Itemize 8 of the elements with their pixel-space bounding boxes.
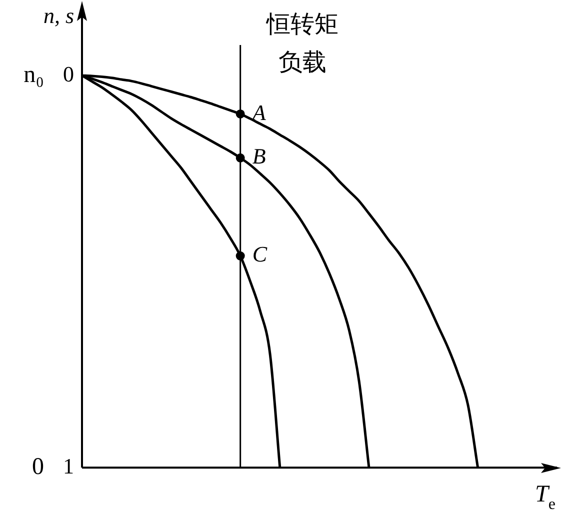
data-label: A — [250, 100, 266, 125]
data-label: C — [252, 242, 268, 267]
data-label: B — [252, 144, 266, 169]
text: 0 — [32, 454, 44, 480]
text: n₀ — [24, 62, 44, 88]
text: 恒转矩负载 — [266, 12, 338, 76]
y-axis-title: n, s — [43, 3, 74, 28]
y-tick-label: 1 — [63, 453, 74, 478]
